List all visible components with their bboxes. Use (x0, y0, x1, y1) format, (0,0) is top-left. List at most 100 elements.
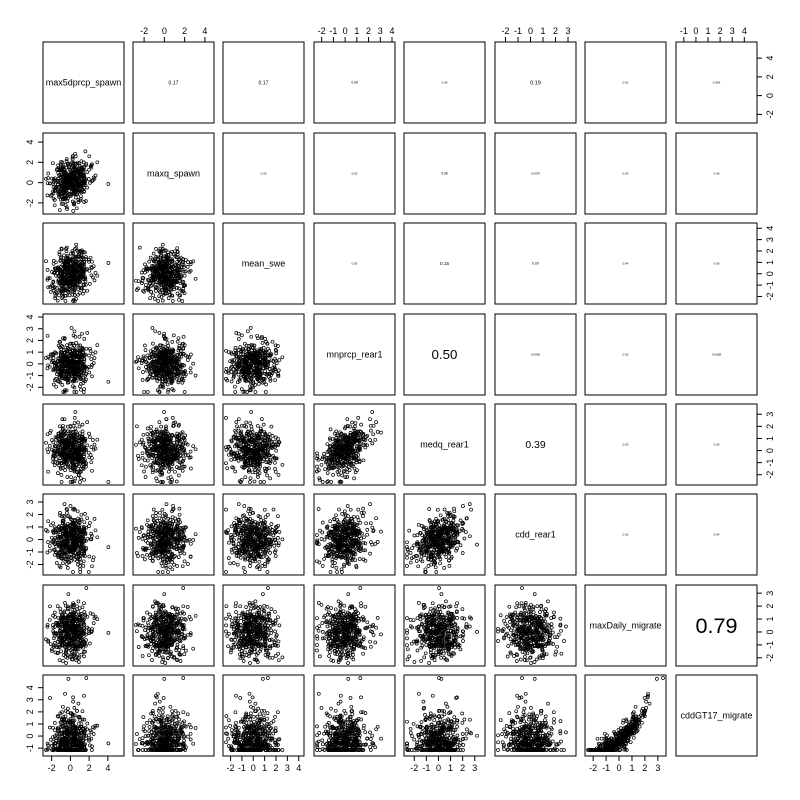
scatter-point (46, 176, 50, 180)
scatter-point (91, 351, 95, 356)
panel-border (132, 132, 215, 215)
panel-1-7: 0.06 (675, 132, 758, 215)
correlation-label: 0.06 (714, 443, 720, 447)
scatter-point (90, 179, 94, 184)
scatter-point (253, 390, 258, 394)
panel-4-0 (42, 403, 125, 486)
scatter-point (52, 463, 57, 468)
scatter-point (140, 281, 144, 285)
panel-1-4: 0.08 (403, 132, 486, 215)
scatter-point (85, 516, 90, 521)
scatter-point (85, 443, 90, 448)
scatter-point (106, 379, 111, 384)
scatter-point (67, 174, 72, 179)
scatter-point (63, 195, 68, 200)
panel-3-3: mnprcp_rear1 (313, 313, 396, 396)
scatter-point (229, 379, 234, 384)
scatter-point (92, 278, 97, 283)
scatter-point (142, 469, 146, 474)
scatter-point (87, 524, 91, 528)
scatter-point (143, 458, 147, 463)
panel-2-5: 0.09 (494, 222, 577, 305)
scatter-point (181, 334, 186, 339)
scatter-point (273, 469, 278, 474)
scatter-point (62, 176, 67, 180)
scatter-point (144, 282, 148, 287)
panel-2-3: 0.05 (313, 222, 396, 305)
scatter-point (90, 162, 94, 167)
scatter-point (88, 181, 92, 185)
scatter-point (91, 178, 95, 183)
scatter-point (61, 561, 65, 566)
scatter-point (140, 437, 144, 442)
scatter-point (273, 378, 277, 382)
scatter-point (85, 420, 90, 424)
panel-4-3 (313, 403, 396, 486)
scatter-point (147, 259, 152, 264)
correlation-label: 0.17 (169, 80, 179, 86)
scatter-point (82, 200, 86, 204)
scatter-point (71, 209, 76, 213)
scatter-point (84, 161, 89, 166)
scatter-point (350, 420, 354, 425)
scatter-point (75, 160, 80, 165)
scatter-point (252, 479, 257, 484)
scatter-point (77, 424, 82, 429)
panel-0-3: 0.08 (313, 41, 396, 124)
scatter-point (151, 341, 155, 346)
scatter-point (59, 184, 64, 189)
variable-label: medq_rear1 (420, 440, 469, 450)
scatter-point (180, 299, 185, 303)
scatter-point (57, 250, 62, 254)
scatter-point (270, 339, 275, 344)
scatter-point (58, 172, 63, 177)
scatter-point (139, 463, 144, 468)
scatter-point (53, 176, 57, 181)
scatter-point (65, 343, 69, 348)
scatter-point (329, 480, 334, 484)
scatter-point (81, 564, 86, 568)
scatter-point (70, 161, 74, 165)
scatter-point (49, 193, 54, 197)
scatter-point (67, 293, 72, 298)
scatter-point (45, 193, 50, 198)
scatter-point (56, 191, 61, 196)
scatter-point (95, 160, 100, 165)
scatter-point (65, 475, 70, 479)
scatter-point (345, 417, 350, 421)
scatter-point (255, 423, 260, 428)
correlation-label: 0.19 (530, 80, 541, 86)
scatter-point (148, 296, 152, 301)
scatter-point (164, 424, 168, 429)
scatter-point (153, 329, 158, 334)
panel-0-7: 0.055 (675, 41, 758, 124)
scatter-point (268, 378, 273, 383)
scatter-point (75, 179, 80, 184)
scatter-point (70, 199, 75, 204)
scatter-point (65, 207, 69, 211)
scatter-point (64, 157, 69, 161)
scatter-point (71, 188, 75, 193)
correlation-label: 0.17 (259, 80, 269, 86)
scatter-point (47, 181, 52, 186)
correlation-label: 0.0066 (531, 353, 541, 357)
panel-0-6: 0.01 (584, 41, 667, 124)
panel-2-0 (42, 222, 125, 305)
scatter-point (78, 182, 83, 187)
scatter-point (176, 473, 181, 478)
scatter-point (224, 461, 228, 466)
scatter-point (69, 326, 74, 330)
correlation-label: 0.06 (261, 172, 267, 176)
scatter-point (193, 276, 198, 281)
scatter-point (106, 261, 111, 265)
scatter-point (233, 390, 238, 394)
scatter-point (47, 544, 52, 548)
scatter-point (55, 182, 60, 187)
scatter-point (59, 202, 64, 206)
panel-0-1: 0.17 (132, 41, 215, 124)
panel-1-2: 0.06 (222, 132, 305, 215)
scatter-point (137, 245, 142, 250)
scatter-point (150, 470, 155, 475)
scatter-point (331, 473, 335, 477)
scatter-point (136, 366, 141, 371)
